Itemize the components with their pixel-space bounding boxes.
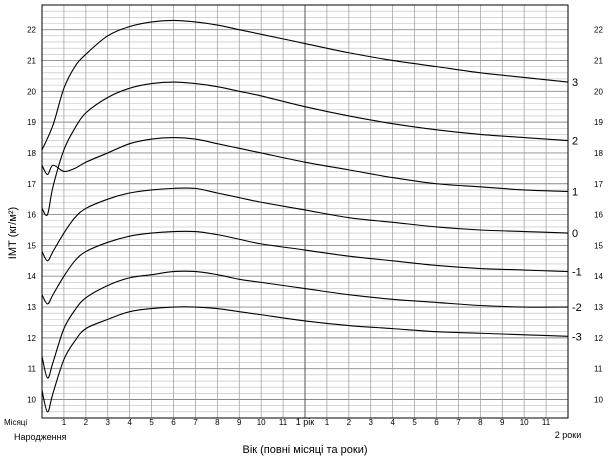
x-tick-label: 9	[237, 418, 242, 427]
x-tick-label: 1 рік	[296, 417, 315, 427]
y-tick-label-right: 21	[594, 56, 603, 65]
x-tick-label: Народження	[14, 432, 67, 442]
y-tick-label-left: 13	[27, 303, 36, 312]
y-axis-left-tick-labels: 10 11 12 13 14 15 16 17 18 19 20 21 22	[27, 26, 36, 405]
x-tick-label: 10	[257, 418, 266, 427]
z-curve-3	[41, 19, 569, 151]
z-score-curves	[41, 19, 569, 413]
z-curve-label--3: -3	[572, 331, 582, 343]
z-score-curve-labels: 3 2 1 0 -1 -2 -3	[572, 77, 582, 343]
y-tick-label-right: 19	[594, 118, 603, 127]
y-tick-label-left: 21	[27, 56, 36, 65]
y-tick-label-right: 14	[594, 272, 603, 281]
z-curve--3	[41, 306, 569, 413]
z-curve-label-0: 0	[572, 228, 578, 240]
y-axis-title: ІМТ (кг/м²)	[7, 207, 19, 259]
x-tick-label: 5	[412, 418, 417, 427]
z-curve-1	[41, 136, 569, 193]
y-axis-right-tick-labels: 10 11 12 13 14 15 16 17 18 19 20 21 22	[594, 26, 603, 405]
y-tick-label-left: 12	[27, 334, 36, 343]
y-tick-label-left: 15	[27, 241, 36, 250]
y-tick-label-left: 14	[27, 272, 36, 281]
y-tick-label-left: 22	[27, 26, 36, 35]
x-tick-label: 2	[347, 418, 352, 427]
month-row-label: Місяці	[4, 418, 27, 427]
y-tick-label-right: 18	[594, 149, 603, 158]
z-curve--1	[41, 230, 569, 305]
y-tick-label-left: 19	[27, 118, 36, 127]
x-tick-label: 6	[434, 418, 439, 427]
y-tick-label-left: 17	[27, 180, 36, 189]
x-axis-title: Вік (повні місяці та роки)	[242, 444, 367, 456]
z-curve-label-1: 1	[572, 186, 578, 198]
z-curve-label--1: -1	[572, 267, 582, 279]
z-curve-label--2: -2	[572, 302, 582, 314]
x-tick-label: 1	[325, 418, 330, 427]
y-tick-label-left: 16	[27, 211, 36, 220]
y-tick-label-right: 17	[594, 180, 603, 189]
z-curve-label-2: 2	[572, 136, 578, 148]
x-tick-label: 7	[456, 418, 461, 427]
z-curve--2	[41, 270, 569, 379]
x-tick-label: 10	[520, 418, 529, 427]
plot-frame	[41, 4, 569, 419]
x-tick-label: 4	[127, 418, 132, 427]
z-curve-0	[41, 187, 569, 262]
y-tick-label-left: 20	[27, 87, 36, 96]
y-tick-label-left: 18	[27, 149, 36, 158]
x-tick-label: 2	[84, 418, 89, 427]
x-tick-label: 9	[500, 418, 505, 427]
x-tick-label: 3	[369, 418, 374, 427]
z-curve-2	[41, 81, 569, 216]
x-tick-label: 1	[62, 418, 67, 427]
y-tick-label-right: 16	[594, 211, 603, 220]
x-tick-label: 11	[542, 418, 551, 427]
x-tick-label: 3	[106, 418, 111, 427]
chart-grid	[41, 4, 569, 419]
x-tick-label: 8	[215, 418, 220, 427]
y-tick-label-left: 11	[28, 365, 37, 374]
x-axis-tick-labels: Народження 1 2 3 4 5 6 7 8 9 10 11 1 рік 1 2 3 4 5 6 7 8 9 10 1…	[14, 417, 581, 442]
z-curve-label-3: 3	[572, 77, 578, 89]
x-tick-label: 6	[171, 418, 176, 427]
y-tick-label-right: 10	[594, 396, 603, 405]
x-tick-label: 4	[390, 418, 395, 427]
x-tick-label: 7	[193, 418, 198, 427]
x-tick-label: 11	[279, 418, 288, 427]
y-tick-label-right: 20	[594, 87, 603, 96]
y-tick-label-right: 15	[594, 241, 603, 250]
y-tick-label-right: 12	[594, 334, 603, 343]
y-tick-label-right: 11	[594, 365, 603, 374]
y-tick-label-left: 10	[27, 396, 36, 405]
y-tick-label-right: 22	[594, 26, 603, 35]
x-tick-label: 8	[478, 418, 483, 427]
x-tick-label: 2 роки	[555, 430, 581, 440]
y-tick-label-right: 13	[594, 303, 603, 312]
x-tick-label: 5	[149, 418, 154, 427]
